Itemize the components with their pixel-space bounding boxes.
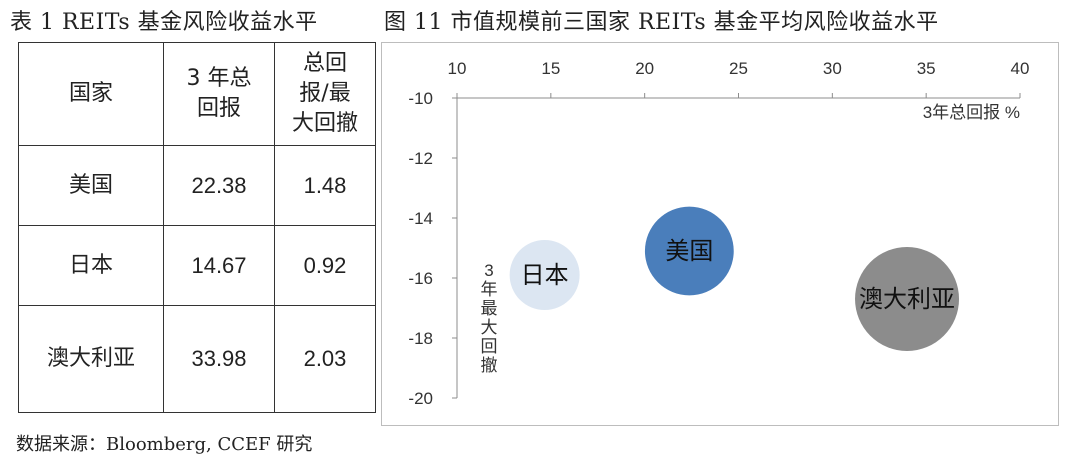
bubble-label: 日本 (521, 262, 569, 289)
risk-return-table: 国家 3 年总回报 总回报/最大回撤 美国 22.38 1.48 日本 14.6… (18, 42, 376, 413)
table-header-row: 国家 3 年总回报 总回报/最大回撤 (18, 42, 376, 146)
table-row: 澳大利亚 33.98 2.03 (18, 305, 376, 413)
table-row: 日本 14.67 0.92 (18, 225, 376, 306)
x-tick-label: 20 (635, 59, 654, 78)
x-tick-label: 15 (541, 59, 560, 78)
x-tick-label: 10 (448, 59, 467, 78)
header-return-drawdown-ratio: 总回报/最大回撤 (274, 42, 376, 146)
return-cell: 14.67 (163, 225, 275, 306)
x-axis-label: 3年总回报 % (923, 103, 1020, 122)
x-tick-label: 35 (917, 59, 936, 78)
bubble-日本 (509, 239, 580, 311)
return-cell: 33.98 (163, 305, 275, 413)
y-tick-label: -16 (408, 269, 433, 288)
country-cell: 日本 (18, 225, 164, 306)
chart-area: 10 15 20 25 30 35 40 -10 -12 -14 -16 -18 -20 3年总回报 % 3… (381, 42, 1059, 426)
table-row: 美国 22.38 1.48 (18, 145, 376, 226)
source-note: 数据来源：Bloomberg, CCEF 研究 (16, 434, 313, 455)
return-cell: 22.38 (163, 145, 275, 226)
header-country: 国家 (18, 42, 164, 146)
table-title: 表 1 REITs 基金风险收益水平 (10, 10, 318, 35)
y-tick-label: -14 (408, 209, 433, 228)
ratio-cell: 0.92 (274, 225, 376, 306)
bubble-label: 美国 (665, 238, 713, 265)
x-tick-label: 25 (729, 59, 748, 78)
x-tick-label: 30 (823, 59, 842, 78)
y-axis-label: 3 年最大回撤 (481, 261, 498, 375)
x-tick-label: 40 (1011, 59, 1030, 78)
chart-title: 图 11 市值规模前三国家 REITs 基金平均风险收益水平 (384, 10, 939, 35)
bubble-chart: 10 15 20 25 30 35 40 -10 -12 -14 -16 -18 -20 3年总回报 % 3… (408, 59, 1030, 408)
header-3y-return: 3 年总回报 (163, 42, 275, 146)
y-tick-label: -20 (408, 389, 433, 408)
bubble-美国 (644, 206, 734, 296)
bubble-label: 澳大利亚 (859, 286, 955, 313)
country-cell: 澳大利亚 (18, 305, 164, 413)
ratio-cell: 1.48 (274, 145, 376, 226)
y-tick-label: -18 (408, 329, 433, 348)
country-cell: 美国 (18, 145, 164, 226)
y-tick-label: -10 (408, 89, 433, 108)
bubble-澳大利亚 (855, 247, 960, 351)
ratio-cell: 2.03 (274, 305, 376, 413)
y-tick-label: -12 (408, 149, 433, 168)
